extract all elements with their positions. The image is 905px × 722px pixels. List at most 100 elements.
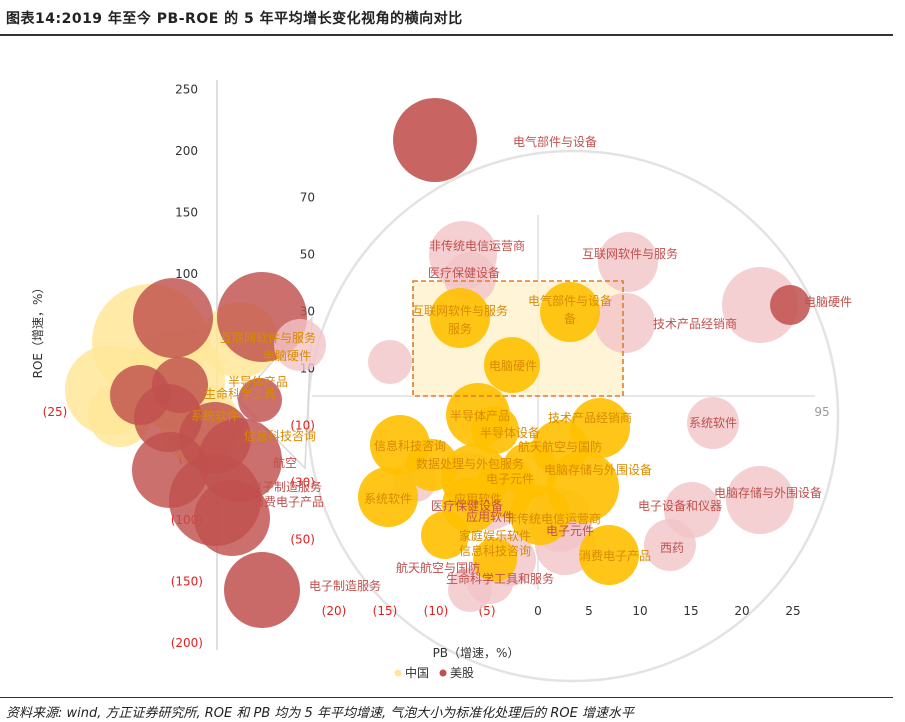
bubble-label: 系统软件 [689, 416, 737, 430]
bubble-label: 生命科学工具和服务 [446, 571, 554, 586]
main-y-tick-label: (150) [171, 575, 203, 589]
bubble-label: 航天航空与国防 [396, 560, 480, 575]
bubble [430, 288, 490, 348]
main-y-tick-label: 250 [175, 83, 198, 97]
bubble-label: 电脑硬件 [489, 359, 537, 373]
main-y-tick-label: (200) [171, 636, 203, 650]
bubble-label: 数据处理与外包服务 [416, 456, 524, 471]
bubble [152, 357, 208, 413]
zoom-x-tick-label: 0 [534, 604, 542, 618]
bubble-label: 医疗保健设备 [428, 266, 500, 280]
bubble-label: 信息科技咨询 [374, 438, 446, 453]
bubble-label: 航天航空与国防 [518, 439, 602, 454]
zoom-axes: 70503010(10)(30)(50)(20)(15)(10)(5)05101… [290, 191, 829, 661]
bubble-label: 医疗保健设备 [431, 499, 503, 513]
legend: 中国 美股 [394, 665, 474, 680]
bubble-label: 家庭娱乐软件 [459, 528, 531, 543]
bubble [471, 406, 519, 454]
bubble [644, 519, 696, 571]
bubble-label: 西药 [660, 541, 684, 555]
bubble [484, 337, 540, 393]
bubble [770, 285, 810, 325]
legend-label: 美股 [450, 666, 474, 680]
bubble-label: 电子元件 [546, 524, 594, 538]
main-x-tick-label: (25) [43, 405, 68, 419]
bubble [579, 525, 639, 585]
bubble-label: 电子设备和仪器 [638, 499, 722, 513]
bubble [473, 538, 517, 582]
bubble-label: 服务 [448, 321, 472, 336]
main-y-axis-title: ROE（增速，%） [31, 282, 45, 379]
bubble-label: 互联网软件与服务 [220, 330, 316, 345]
bubble [238, 378, 282, 422]
bubble-label: 应用软件 [466, 509, 514, 524]
bubble-label: 电脑硬件 [263, 349, 311, 363]
bubble-label: 消费电子产品 [579, 549, 651, 563]
zoom-x-tick-label: 25 [785, 604, 800, 618]
bubble-label: 电气部件与设备 [528, 293, 612, 308]
bubble-label: 电子制造服务 [309, 578, 381, 593]
main-y-tick-label: 200 [175, 144, 198, 158]
zoom-y-tick-label: (50) [290, 533, 315, 547]
bubble [274, 319, 326, 371]
bubble [687, 397, 739, 449]
bubble-label: 非传统电信运营商 [505, 511, 601, 526]
zoom-y-tick-label: 70 [300, 191, 315, 205]
bubble [358, 467, 418, 527]
bubble [393, 98, 477, 182]
bubble-label: 电子元件 [486, 472, 534, 486]
legend-label: 中国 [405, 665, 429, 680]
zoom-x-axis-title: PB（增速，%） [433, 646, 520, 660]
bubble-label: 电脑存储与外围设备 [544, 462, 652, 477]
bubble-label: 技术产品经销商 [548, 410, 632, 425]
bubble [510, 485, 570, 545]
bubble-label: 信息科技咨询 [459, 543, 531, 558]
bubble [421, 511, 469, 559]
zoom-y-tick-label: 50 [300, 248, 315, 262]
bubble-label: 应用软件 [454, 491, 502, 506]
bubble-label: 电脑硬件 [804, 295, 852, 309]
bubble-label: 互联网软件与服务 [412, 303, 508, 318]
zoom-y-tick-label: (10) [290, 419, 315, 433]
bubble-label: 半导体产品 [450, 409, 510, 423]
bubble-label: 互联网软件与服务 [582, 246, 678, 261]
zoom-x-tick-label: 20 [734, 604, 749, 618]
bubble [502, 442, 558, 498]
bubble [598, 232, 658, 292]
bubble-chart: 25020015010050(50)(100)(150)(200)ROE（增速，… [31, 80, 852, 683]
bubble-label: 系统软件 [191, 409, 239, 423]
bubbles [65, 98, 810, 628]
bubble-label: 航空 [273, 455, 297, 470]
zoom-x-tick-label: 5 [585, 604, 593, 618]
bubble-label: 技术产品经销商 [653, 316, 737, 331]
bubble [194, 480, 270, 556]
bubble [540, 282, 600, 342]
bubble-label: 非传统电信运营商 [429, 238, 525, 253]
zoom-y-tick-label: (30) [290, 476, 315, 490]
bubble [224, 552, 300, 628]
zoom-x-tick-label: 10 [632, 604, 647, 618]
bubble-label: 系统软件 [364, 492, 412, 506]
legend-swatch [394, 669, 402, 677]
zoom-x-extra-tick: 95 [814, 405, 829, 419]
bubble-label: 备 [564, 312, 576, 326]
bubble-label: 生命科学工具 [204, 386, 276, 401]
main-y-tick-label: 150 [175, 206, 198, 220]
zoom-x-tick-label: (15) [373, 604, 398, 618]
bubble [368, 340, 412, 384]
legend-swatch [439, 669, 447, 677]
bubble [133, 278, 213, 358]
bubble-label: 半导体设备 [480, 426, 540, 440]
zoom-highlight-border [412, 280, 624, 397]
bottom-rule [0, 697, 893, 698]
bubble-label: 半导体产品 [228, 375, 288, 389]
zoom-x-tick-label: (10) [424, 604, 449, 618]
main-y-tick-label: 100 [175, 267, 198, 281]
bubble-label: 电脑存储与外围设备 [714, 485, 822, 500]
zoom-x-tick-label: (20) [322, 604, 347, 618]
chart-title: 图表14:2019 年至今 PB-ROE 的 5 年平均增长变化视角的横向对比 [6, 11, 463, 27]
top-rule [0, 34, 893, 36]
bubble [595, 293, 655, 353]
bubble-label: 信息科技咨询 [244, 428, 316, 443]
zoom-x-tick-label: 15 [683, 604, 698, 618]
